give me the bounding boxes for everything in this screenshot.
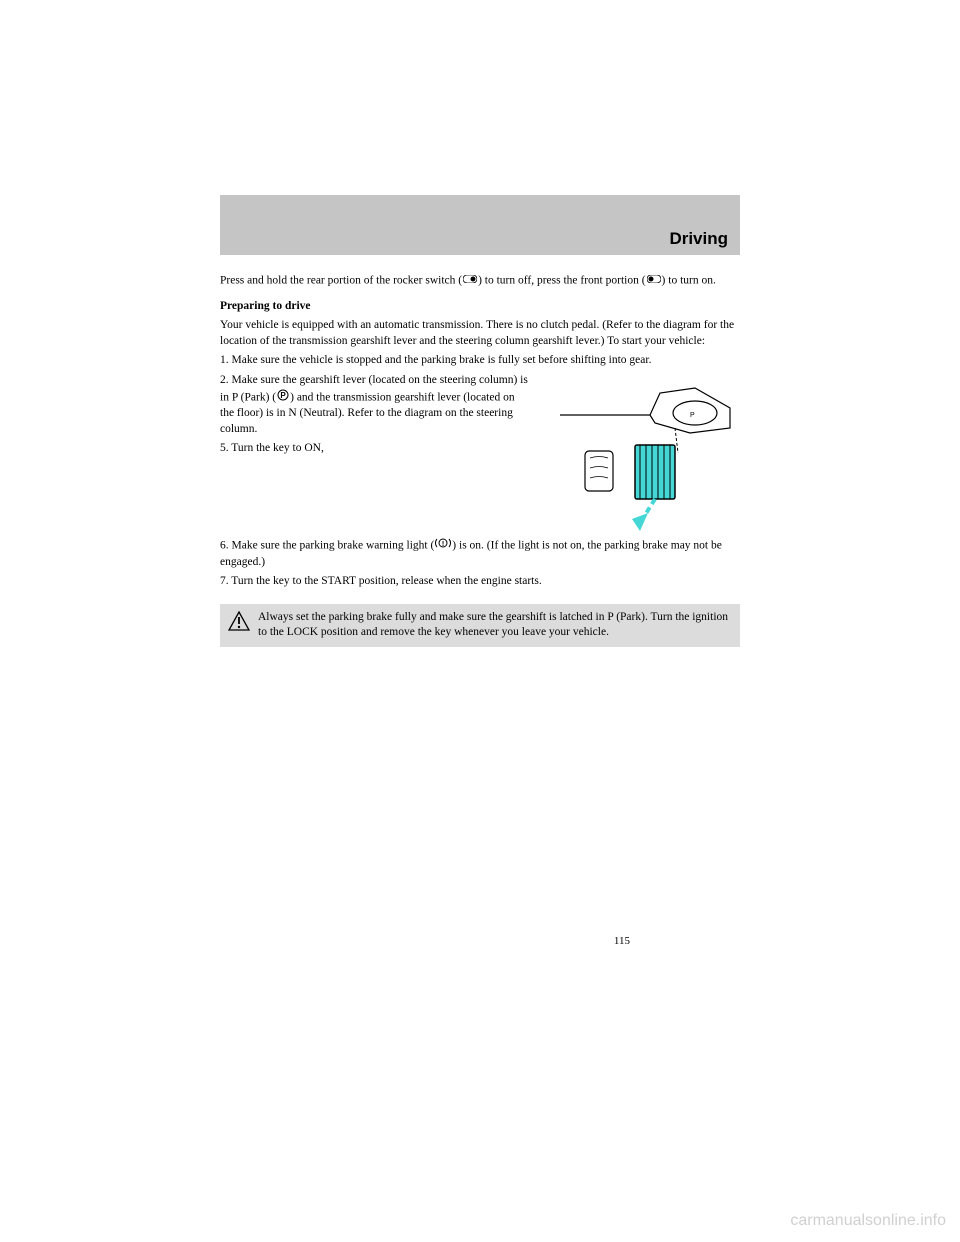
warning-triangle-icon [228, 611, 250, 631]
warning-text: Always set the parking brake fully and m… [258, 610, 732, 641]
section-title: Driving [669, 229, 728, 249]
switch-on-icon [647, 273, 661, 289]
svg-text:P: P [280, 391, 286, 400]
step-2: 2. Make sure the gearshift lever (locate… [220, 373, 530, 437]
paragraph-rocker: Press and hold the rear portion of the r… [220, 273, 740, 289]
watermark: carmanualsonline.info [790, 1212, 946, 1230]
step-5: 5. Turn the key to ON, [220, 441, 530, 457]
intro-text: Your vehicle is equipped with an automat… [220, 318, 740, 349]
pedal-diagram: P [540, 373, 740, 533]
step-7: 7. Turn the key to the START position, r… [220, 574, 740, 590]
step-6: 6. Make sure the parking brake warning l… [220, 537, 740, 570]
svg-text:P: P [690, 412, 695, 419]
subheading-preparing: Preparing to drive [220, 299, 740, 315]
warning-box: Always set the parking brake fully and m… [220, 604, 740, 647]
park-p-icon: P [277, 389, 289, 407]
brake-warning-icon: ! [435, 537, 451, 555]
body-content: Press and hold the rear portion of the r… [220, 273, 740, 647]
step-1: 1. Make sure the vehicle is stopped and … [220, 353, 740, 369]
switch-off-icon [463, 273, 477, 289]
svg-text:!: ! [442, 541, 444, 548]
page-number: 115 [614, 935, 630, 947]
section-header: Driving [220, 195, 740, 255]
